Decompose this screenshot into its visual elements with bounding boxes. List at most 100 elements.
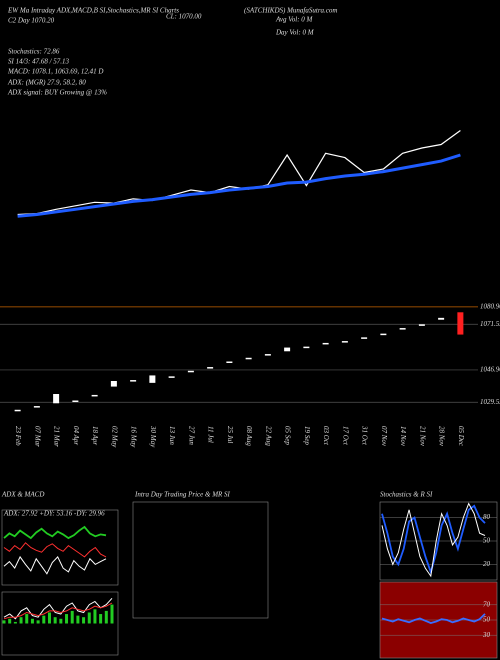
histogram-bar — [76, 615, 80, 624]
annotation: ADX: (MGR) 27.9, 58.2, 80 — [7, 79, 86, 87]
panel — [1, 509, 119, 586]
x-tick-label: 21 Nov — [418, 426, 426, 447]
annotation: MACD: 1078.1, 1063.69, 12.41 D — [7, 68, 103, 76]
series-line — [3, 597, 113, 620]
y-tick-label: 30 — [482, 631, 491, 639]
candle — [168, 376, 175, 378]
x-tick-label: 11 Jul — [207, 426, 215, 443]
histogram-bar — [19, 617, 23, 624]
series-line — [381, 502, 486, 578]
annotation: ADX signal: BUY Growing @ 13% — [7, 89, 107, 97]
x-tick-label: 21 Mar — [53, 426, 61, 447]
x-tick-label: 04 Apr — [72, 426, 80, 445]
y-tick-label: 20 — [483, 560, 491, 568]
candle — [341, 341, 348, 343]
x-tick-label: 25 Jul — [226, 426, 234, 443]
candle — [245, 357, 252, 360]
histogram-bar — [93, 609, 97, 624]
x-tick-label: 03 Oct — [322, 426, 330, 446]
series-line — [17, 153, 461, 218]
candle — [418, 324, 425, 326]
histogram-bar — [13, 621, 17, 624]
y-tick-label: 1080.90 — [480, 303, 500, 311]
histogram-bar — [104, 610, 108, 624]
histogram-bar — [30, 618, 34, 624]
annotation: (SATCHIKDS) MunafaSutra.com — [244, 7, 337, 15]
candle — [149, 375, 156, 383]
panel-title: Stochastics & R SI — [380, 491, 433, 499]
candle — [14, 409, 21, 412]
candle — [399, 328, 406, 330]
annotation: C2 Day 1070.20 — [8, 17, 55, 25]
candle — [361, 337, 368, 339]
y-tick-label: 50 — [483, 616, 491, 624]
y-tick-label: 1071.55 — [480, 320, 500, 328]
histogram-bar — [82, 617, 86, 624]
x-tick-label: 16 May — [130, 426, 138, 448]
x-tick-label: 28 Nov — [438, 426, 446, 447]
panel-title: Intra Day Trading Price & MR SI — [134, 491, 231, 499]
candle — [226, 361, 233, 363]
histogram-bar — [87, 612, 91, 624]
x-tick-label: 02 May — [110, 426, 118, 448]
series-line — [3, 525, 107, 540]
x-tick-label: 30 May — [149, 425, 157, 448]
candle — [53, 394, 60, 404]
candle — [264, 354, 271, 356]
series-line — [3, 555, 107, 575]
annotation: Avg Vol: 0 M — [275, 16, 314, 24]
x-tick-label: 18 Apr — [91, 426, 99, 445]
x-tick-label: 05 Dec — [457, 426, 465, 447]
candle — [130, 380, 137, 382]
annotation: EW Ma Intraday ADX,MACD,B SI,Stochastics… — [7, 7, 179, 15]
x-tick-label: 14 Nov — [399, 426, 407, 447]
candle — [303, 346, 310, 349]
x-tick-label: 27 Jun — [187, 426, 195, 445]
x-tick-label: 05 Sep — [284, 426, 292, 445]
histogram-bar — [53, 617, 57, 624]
candle — [380, 333, 387, 336]
annotation: Stochastics: 72.86 — [8, 48, 60, 56]
y-tick-label: 80 — [483, 513, 491, 521]
histogram-bar — [99, 614, 103, 624]
x-tick-label: 19 Sep — [303, 426, 311, 445]
y-tick-label: 1029.55 — [480, 398, 500, 406]
histogram-bar — [59, 618, 63, 624]
histogram-bar — [70, 610, 74, 624]
annotation: Day Vol: 0 M — [275, 29, 315, 37]
y-tick-label: 50 — [483, 537, 491, 545]
x-tick-label: 22 Aug — [264, 426, 272, 446]
candle — [72, 400, 79, 402]
histogram-bar — [25, 614, 29, 624]
x-tick-label: 07 Nov — [380, 426, 388, 447]
candle — [438, 317, 445, 320]
x-tick-label: 07 Mar — [33, 426, 41, 447]
candle — [33, 406, 40, 408]
candle — [457, 312, 464, 335]
panel-subtitle: ADX: 27.92 +DY: 53.16 -DY: 29.96 — [3, 510, 105, 518]
x-tick-label: 13 Jun — [168, 426, 176, 445]
y-tick-label: 70 — [483, 600, 491, 608]
panel — [132, 501, 269, 619]
candle — [91, 394, 98, 397]
panel-title: ADX & MACD — [1, 491, 44, 499]
annotation: CL: 1070.00 — [166, 13, 202, 21]
histogram-bar — [8, 618, 12, 624]
histogram-bar — [110, 604, 114, 624]
candle — [207, 367, 214, 369]
x-tick-label: 31 Oct — [361, 425, 369, 446]
candle — [110, 381, 117, 387]
series-line — [381, 504, 486, 576]
series-line — [381, 613, 486, 624]
candle — [284, 347, 291, 352]
x-tick-label: 23 Feb — [14, 426, 22, 446]
series-line — [3, 602, 113, 620]
annotation: SI 14/3: 47.68 / 57.13 — [8, 58, 70, 66]
histogram-bar — [42, 615, 46, 624]
y-tick-label: 1046.96 — [480, 366, 500, 374]
candle — [322, 342, 329, 345]
series-line — [3, 542, 107, 558]
x-tick-label: 17 Oct — [341, 426, 349, 446]
candle — [187, 370, 194, 373]
histogram-bar — [2, 620, 6, 624]
